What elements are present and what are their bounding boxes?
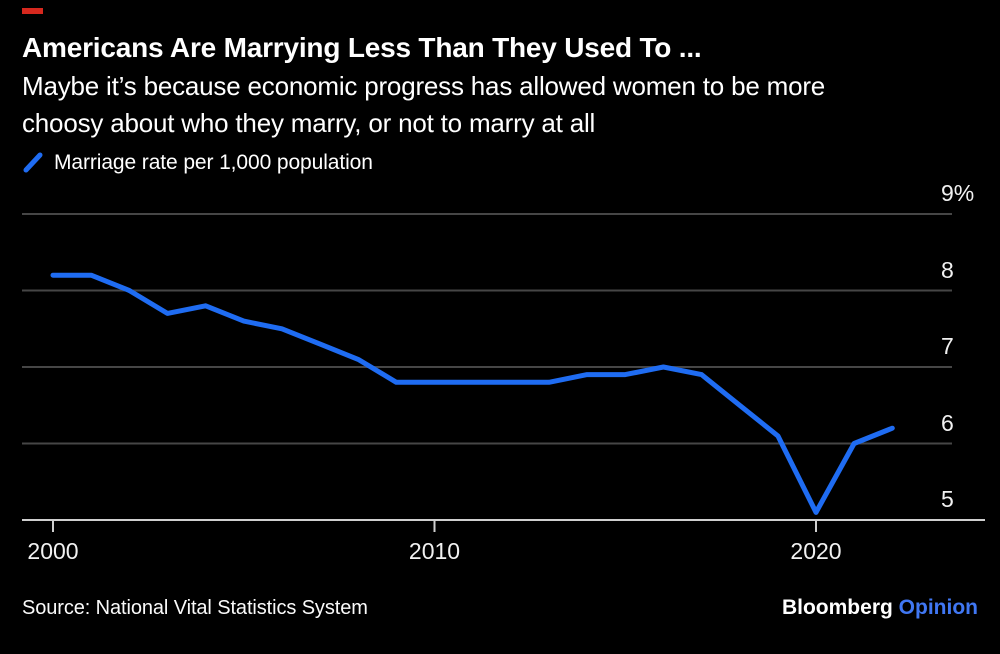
marriage-rate-line bbox=[50, 272, 895, 515]
subtitle-line-1: Maybe it’s because economic progress has… bbox=[22, 71, 826, 101]
x-axis-label-2010: 2010 bbox=[408, 538, 461, 564]
logo-bloomberg: Bloomberg bbox=[781, 596, 893, 619]
chart-subtitle: Maybe it’s because economic progress has… bbox=[22, 68, 825, 142]
logo-opinion: Opinion bbox=[898, 596, 978, 619]
y-axis-label-8: 8 bbox=[941, 256, 954, 283]
legend-label: Marriage rate per 1,000 population bbox=[54, 150, 373, 174]
y-axis-label-5: 5 bbox=[941, 486, 954, 512]
x-axis-label-2000: 2000 bbox=[27, 538, 79, 564]
chart-title: Americans Are Marrying Less Than They Us… bbox=[22, 32, 702, 63]
line-series-legend-icon bbox=[23, 152, 43, 173]
bloomberg-opinion-logo: Bloomberg Opinion bbox=[782, 596, 978, 620]
legend: Marriage rate per 1,000 population bbox=[22, 150, 373, 175]
source-note: Source: National Vital Statistics System bbox=[22, 597, 368, 619]
bloomberg-red-flag-mark bbox=[22, 8, 43, 14]
subtitle-line-2: choosy about who they marry, or not to m… bbox=[22, 108, 596, 138]
y-axis-label-7: 7 bbox=[941, 333, 954, 359]
y-axis-label-6: 6 bbox=[941, 409, 954, 436]
y-axis-label-9: 9% bbox=[941, 180, 975, 206]
x-axis-label-2020: 2020 bbox=[790, 538, 842, 564]
